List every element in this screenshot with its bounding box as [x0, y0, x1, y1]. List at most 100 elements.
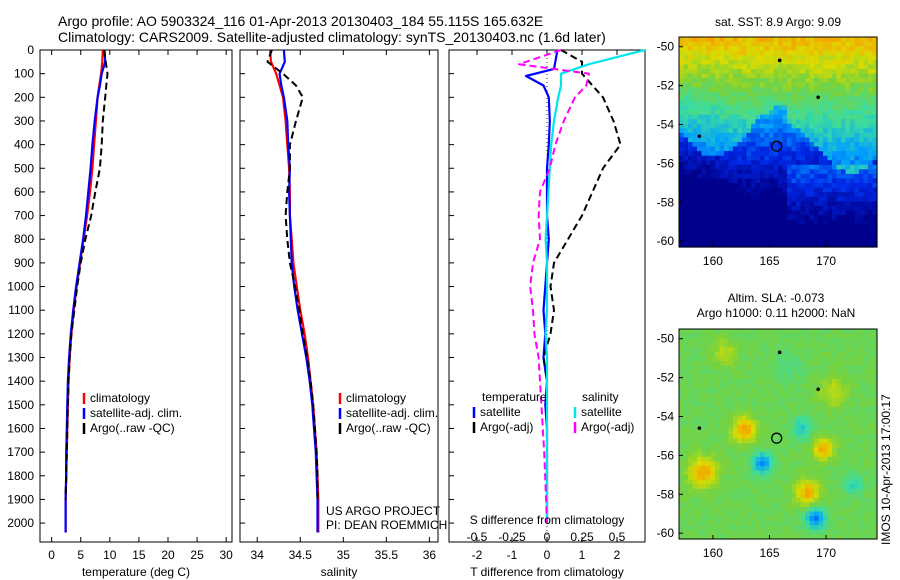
heatmap-cell: [746, 497, 752, 504]
heatmap-cell: [787, 192, 793, 198]
heatmap-cell: [791, 160, 797, 166]
heatmap-cell: [854, 379, 860, 385]
heatmap-cell: [805, 420, 811, 426]
heatmap-cell: [800, 484, 806, 490]
heatmap-cell: [863, 96, 869, 102]
heatmap-cell: [719, 475, 725, 481]
heatmap-cell: [692, 137, 698, 143]
heatmap-cell: [692, 511, 698, 517]
heatmap-cell: [679, 465, 685, 472]
heatmap-cell: [787, 228, 793, 234]
heatmap-cell: [845, 333, 851, 339]
heatmap-cell: [809, 488, 815, 494]
heatmap-cell: [854, 123, 860, 129]
pi-label: PI: DEAN ROEMMICH: [326, 518, 447, 532]
heatmap-cell: [841, 215, 847, 221]
heatmap-cell: [863, 351, 869, 357]
heatmap-cell: [818, 424, 824, 431]
heatmap-cell: [764, 388, 770, 394]
heatmap-cell: [724, 151, 730, 157]
heatmap-cell: [742, 534, 748, 540]
heatmap-cell: [746, 356, 752, 362]
heatmap-cell: [782, 169, 788, 175]
heatmap-cell: [863, 497, 869, 504]
heatmap-cell: [872, 370, 878, 376]
heatmap-cell: [688, 87, 694, 93]
heatmap-cell: [832, 479, 838, 485]
heatmap-cell: [841, 329, 847, 335]
heatmap-cell: [706, 87, 712, 93]
heatmap-cell: [692, 525, 698, 531]
heatmap-cell: [823, 82, 829, 88]
heatmap-cell: [854, 329, 860, 335]
heatmap-cell: [818, 50, 824, 56]
heatmap-cell: [728, 502, 734, 508]
heatmap-cell: [683, 529, 689, 536]
heatmap-cell: [764, 242, 770, 248]
heatmap-cell: [872, 447, 878, 453]
heatmap-cell: [841, 96, 847, 102]
heatmap-cell: [692, 59, 698, 65]
heatmap-cell: [773, 41, 779, 47]
heatmap-cell: [823, 342, 829, 348]
heatmap-cell: [769, 119, 775, 125]
heatmap-cell: [697, 520, 703, 526]
heatmap-cell: [710, 224, 716, 230]
heatmap-cell: [742, 379, 748, 385]
heatmap-cell: [773, 114, 779, 120]
heatmap-cell: [850, 516, 856, 522]
heatmap-cell: [769, 160, 775, 166]
heatmap-cell: [841, 392, 847, 399]
heatmap-cell: [683, 187, 689, 193]
heatmap-cell: [836, 438, 842, 444]
heatmap-cell: [836, 82, 842, 88]
heatmap-cell: [733, 470, 739, 476]
heatmap-cell: [791, 465, 797, 472]
heatmap-cell: [778, 411, 784, 417]
diff-temperature-legend-label: satellite: [480, 405, 521, 419]
heatmap-cell: [773, 406, 779, 412]
heatmap-cell: [836, 55, 842, 61]
heatmap-cell: [688, 41, 694, 47]
heatmap-cell: [850, 155, 856, 161]
heatmap-cell: [827, 73, 833, 79]
heatmap-cell: [719, 406, 725, 412]
heatmap-cell: [737, 470, 743, 476]
heatmap-cell: [791, 420, 797, 426]
heatmap-cell: [778, 333, 784, 339]
heatmap-cell: [683, 237, 689, 244]
heatmap-cell: [823, 146, 829, 152]
heatmap-cell: [724, 465, 730, 472]
heatmap-cell: [827, 137, 833, 143]
heatmap-cell: [715, 415, 721, 421]
heatmap-cell: [805, 173, 811, 180]
heatmap-cell: [872, 128, 878, 134]
heatmap-cell: [697, 470, 703, 476]
heatmap-cell: [697, 219, 703, 225]
heatmap-cell: [760, 123, 766, 129]
heatmap-cell: [841, 137, 847, 143]
heatmap-cell: [773, 119, 779, 125]
heatmap-cell: [701, 205, 707, 212]
heatmap-cell: [724, 488, 730, 494]
heatmap-cell: [805, 91, 811, 97]
heatmap-cell: [728, 132, 734, 139]
heatmap-cell: [827, 219, 833, 225]
heatmap-cell: [836, 50, 842, 56]
lon-tick-label: 170: [816, 254, 836, 268]
heatmap-cell: [755, 461, 761, 467]
heatmap-cell: [706, 41, 712, 47]
heatmap-cell: [728, 529, 734, 536]
heatmap-cell: [800, 173, 806, 180]
heatmap-cell: [818, 479, 824, 485]
heatmap-cell: [688, 155, 694, 161]
heatmap-cell: [701, 169, 707, 175]
heatmap-cell: [809, 388, 815, 394]
heatmap-cell: [863, 50, 869, 56]
heatmap-cell: [701, 82, 707, 88]
heatmap-cell: [764, 370, 770, 376]
heatmap-cell: [773, 237, 779, 244]
heatmap-cell: [872, 114, 878, 120]
heatmap-cell: [814, 119, 820, 125]
heatmap-cell: [764, 228, 770, 234]
